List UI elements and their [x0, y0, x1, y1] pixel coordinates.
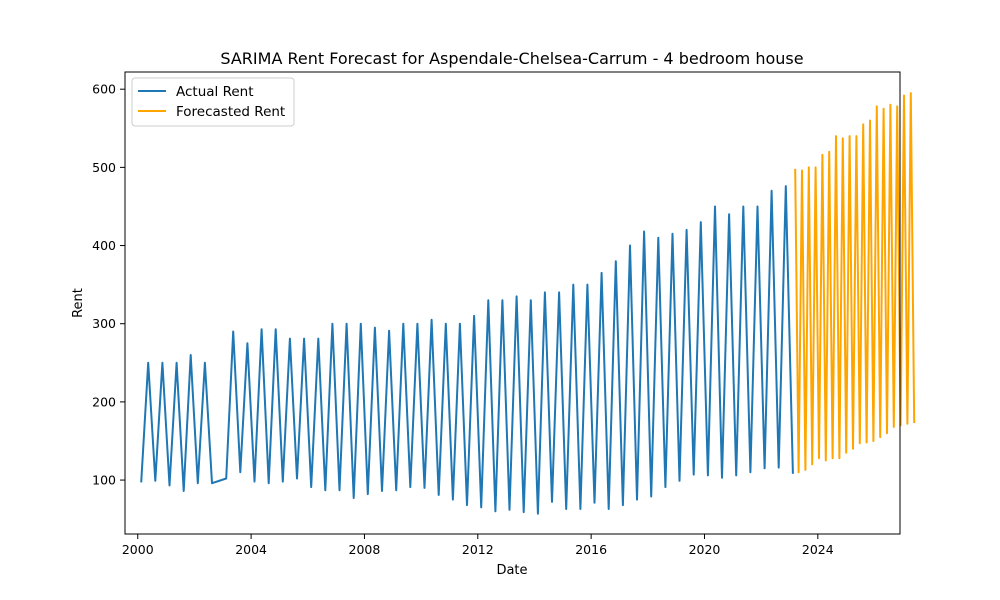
legend-label-actual: Actual Rent	[176, 84, 254, 100]
chart-title: SARIMA Rent Forecast for Aspendale-Chels…	[220, 49, 803, 68]
legend-box	[131, 77, 295, 127]
y-tick-label: 300	[92, 316, 116, 331]
y-axis-ticks: 100 200 300 400 500 600	[92, 82, 125, 488]
y-tick-label: 600	[92, 82, 116, 97]
series-line-actual-rent	[140, 185, 794, 515]
y-tick-label: 200	[92, 394, 116, 409]
x-tick-label: 2024	[802, 542, 834, 557]
x-tick-label: 2000	[122, 542, 154, 557]
legend: Actual Rent Forecasted Rent	[131, 77, 295, 127]
legend-label-forecast: Forecasted Rent	[176, 104, 285, 120]
x-tick-label: 2004	[235, 542, 267, 557]
y-axis-label: Rent	[71, 288, 86, 318]
y-tick-label: 500	[92, 160, 116, 175]
series-layer	[140, 92, 916, 515]
y-tick-label: 100	[92, 473, 116, 488]
plot-frame	[124, 71, 901, 535]
series-line-forecasted-rent	[794, 92, 916, 474]
x-tick-label: 2016	[575, 542, 607, 557]
x-tick-label: 2008	[349, 542, 381, 557]
y-tick-label: 400	[92, 238, 116, 253]
x-axis-ticks: 2000 2004 2008 2012 2016 2020 2024	[122, 534, 834, 557]
x-axis-label: Date	[496, 563, 527, 578]
x-tick-label: 2020	[689, 542, 721, 557]
x-tick-label: 2012	[462, 542, 494, 557]
